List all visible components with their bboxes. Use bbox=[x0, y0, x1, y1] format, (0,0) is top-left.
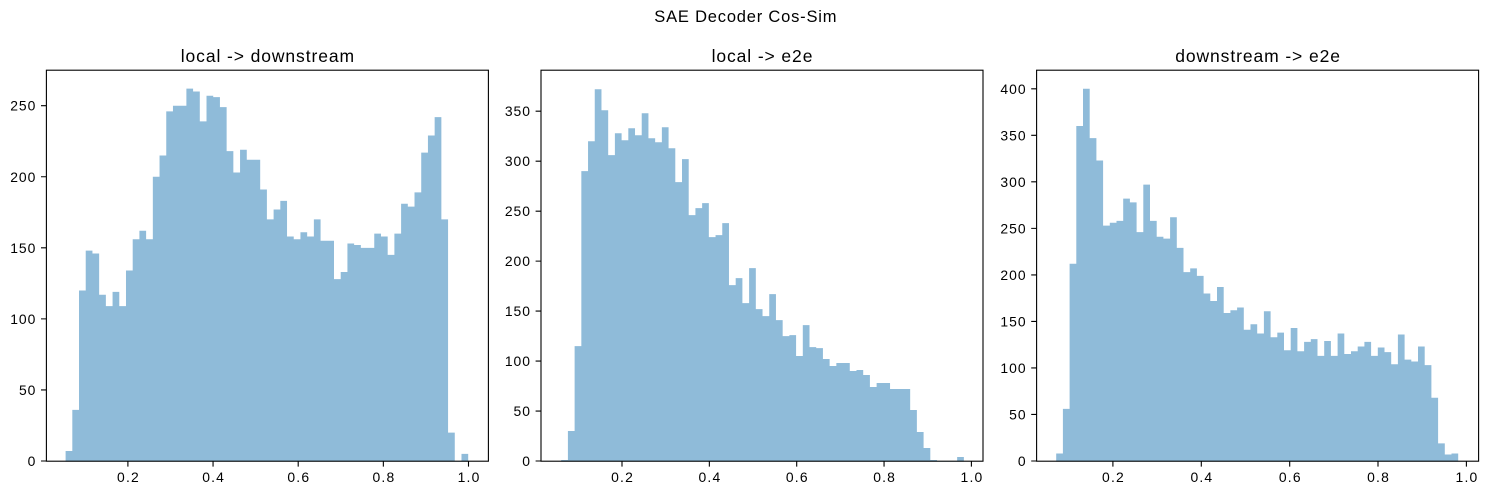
svg-text:100: 100 bbox=[1000, 360, 1026, 376]
svg-text:50: 50 bbox=[19, 382, 36, 398]
svg-text:200: 200 bbox=[505, 253, 531, 269]
svg-text:local -> e2e: local -> e2e bbox=[712, 46, 814, 66]
svg-text:SAE Decoder Cos-Sim: SAE Decoder Cos-Sim bbox=[654, 8, 837, 26]
svg-text:0.6: 0.6 bbox=[786, 469, 809, 485]
svg-text:300: 300 bbox=[505, 153, 531, 169]
svg-text:0.2: 0.2 bbox=[611, 469, 634, 485]
svg-text:local -> downstream: local -> downstream bbox=[181, 46, 355, 66]
svg-text:400: 400 bbox=[1000, 81, 1026, 97]
svg-text:0.6: 0.6 bbox=[287, 469, 310, 485]
svg-text:150: 150 bbox=[10, 240, 36, 256]
svg-text:0.8: 0.8 bbox=[1367, 469, 1390, 485]
svg-text:0: 0 bbox=[1018, 453, 1027, 469]
svg-text:0.4: 0.4 bbox=[1190, 469, 1213, 485]
svg-text:250: 250 bbox=[1000, 220, 1026, 236]
svg-text:50: 50 bbox=[514, 403, 531, 419]
svg-text:350: 350 bbox=[1000, 127, 1026, 143]
svg-text:0.8: 0.8 bbox=[372, 469, 395, 485]
svg-text:150: 150 bbox=[1000, 313, 1026, 329]
svg-text:300: 300 bbox=[1000, 174, 1026, 190]
svg-text:250: 250 bbox=[10, 98, 36, 114]
svg-text:0: 0 bbox=[28, 453, 37, 469]
svg-text:0.6: 0.6 bbox=[1279, 469, 1302, 485]
svg-text:1.0: 1.0 bbox=[961, 469, 984, 485]
svg-text:0.8: 0.8 bbox=[873, 469, 896, 485]
svg-text:50: 50 bbox=[1009, 406, 1026, 422]
svg-text:0.4: 0.4 bbox=[202, 469, 225, 485]
svg-text:0.4: 0.4 bbox=[698, 469, 721, 485]
svg-text:downstream -> e2e: downstream -> e2e bbox=[1175, 46, 1341, 66]
svg-text:0: 0 bbox=[522, 453, 531, 469]
svg-text:0.2: 0.2 bbox=[1102, 469, 1125, 485]
svg-text:100: 100 bbox=[505, 353, 531, 369]
svg-text:250: 250 bbox=[505, 203, 531, 219]
svg-text:200: 200 bbox=[1000, 267, 1026, 283]
svg-text:100: 100 bbox=[10, 311, 36, 327]
svg-text:200: 200 bbox=[10, 169, 36, 185]
svg-text:350: 350 bbox=[505, 103, 531, 119]
svg-text:150: 150 bbox=[505, 303, 531, 319]
svg-text:0.2: 0.2 bbox=[117, 469, 140, 485]
svg-text:1.0: 1.0 bbox=[458, 469, 481, 485]
svg-text:1.0: 1.0 bbox=[1456, 469, 1479, 485]
